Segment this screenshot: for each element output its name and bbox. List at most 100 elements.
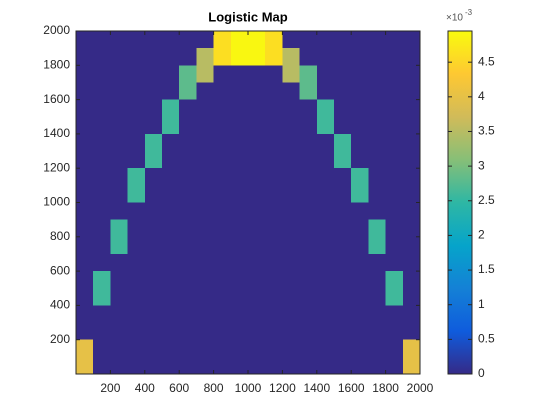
heatmap-cell (93, 253, 111, 272)
heatmap-cell (179, 236, 197, 255)
heatmap-cell (385, 168, 404, 186)
heatmap-cell (76, 219, 94, 238)
heatmap-cell (265, 116, 283, 135)
heatmap-cell (368, 271, 386, 289)
heatmap-cell (368, 219, 386, 238)
heatmap-cell (385, 219, 404, 238)
heatmap-cell (248, 48, 266, 66)
heatmap-cell (162, 151, 180, 169)
heatmap-cell (282, 116, 300, 135)
heatmap-cell (213, 339, 232, 358)
heatmap-cell (76, 271, 94, 289)
heatmap-cell (213, 168, 232, 186)
heatmap-cell (248, 31, 266, 49)
heatmap-cell (299, 65, 318, 83)
heatmap-cell (213, 151, 232, 169)
heatmap-cell (127, 339, 146, 358)
heatmap-cell (127, 305, 146, 323)
heatmap-cell (179, 133, 197, 152)
heatmap-cell (385, 288, 404, 306)
heatmap-cell (402, 356, 421, 375)
heatmap-cell (144, 219, 163, 238)
heatmap-cell (76, 356, 94, 375)
heatmap-cell (196, 31, 214, 49)
heatmap-cell (282, 305, 300, 323)
y-tick-label: 1400 (43, 126, 70, 140)
heatmap-cell (110, 151, 128, 169)
heatmap-cell (282, 82, 300, 100)
colorbar-tick-label: 0 (478, 366, 485, 380)
heatmap-cell (248, 339, 266, 358)
heatmap-cell (368, 31, 386, 49)
heatmap-cell (351, 116, 369, 135)
heatmap-cell (230, 133, 249, 152)
heatmap-cell (334, 65, 352, 83)
heatmap-cell (127, 219, 146, 238)
colorbar-tick-label: 3.5 (478, 124, 495, 138)
heatmap-cell (179, 288, 197, 306)
heatmap-cell (230, 168, 249, 186)
heatmap-cell (368, 133, 386, 152)
heatmap-cell (162, 99, 180, 118)
heatmap-cell (351, 99, 369, 118)
heatmap-cell (179, 356, 197, 375)
heatmap-cell (299, 271, 318, 289)
heatmap-cell (334, 48, 352, 66)
heatmap-cell (162, 253, 180, 272)
axes: 200 400 600 800 1000 1200 1400 1600 1800 2000 200 4… (43, 23, 433, 395)
heatmap-cell (127, 65, 146, 83)
heatmap-cell (230, 356, 249, 375)
heatmap-cell (230, 99, 249, 118)
heatmap-cell (93, 322, 111, 341)
heatmap-cell (385, 82, 404, 100)
heatmap-cell (93, 116, 111, 135)
heatmap-cell (162, 219, 180, 238)
heatmap-cell (196, 82, 214, 100)
heatmap-cell (162, 31, 180, 49)
heatmap-cell (385, 271, 404, 289)
heatmap-cell (213, 202, 232, 221)
heatmap-cell (316, 219, 335, 238)
heatmap-cell (76, 31, 94, 49)
heatmap-cell (144, 133, 163, 152)
heatmap-cell (299, 322, 318, 341)
heatmap-cell (196, 339, 214, 358)
x-tick-label: 200 (100, 381, 120, 395)
heatmap-cell (351, 339, 369, 358)
heatmap-cell (76, 116, 94, 135)
heatmap-cell (385, 48, 404, 66)
heatmap-cell (93, 151, 111, 169)
heatmap-cell (316, 253, 335, 272)
heatmap-cell (144, 151, 163, 169)
heatmap-cell (299, 305, 318, 323)
heatmap-cell (127, 185, 146, 203)
heatmap-cell (265, 168, 283, 186)
colorbar-tick-label: 2 (478, 228, 485, 242)
heatmap-cell (213, 305, 232, 323)
heatmap-cell (334, 168, 352, 186)
heatmap-cell (299, 288, 318, 306)
heatmap-cell (230, 288, 249, 306)
heatmap-cell (127, 48, 146, 66)
heatmap-cell (248, 133, 266, 152)
heatmap-cell (368, 305, 386, 323)
heatmap-cell (265, 271, 283, 289)
heatmap-cell (385, 133, 404, 152)
heatmap-cell (127, 202, 146, 221)
heatmap-cell (299, 48, 318, 66)
heatmap-cell (385, 65, 404, 83)
heatmap-cell (402, 305, 421, 323)
heatmap-cell (127, 236, 146, 255)
heatmap-cell (385, 116, 404, 135)
heatmap-cell (282, 219, 300, 238)
heatmap-cell (196, 65, 214, 83)
heatmap-cell (282, 99, 300, 118)
heatmap-cell (368, 322, 386, 341)
heatmap-cell (179, 151, 197, 169)
heatmap-cell (213, 82, 232, 100)
colorbar-tick-label: 1.5 (478, 262, 495, 276)
heatmap-cell (179, 116, 197, 135)
heatmap-cell (282, 322, 300, 341)
heatmap-cell (385, 151, 404, 169)
heatmap-cell (334, 116, 352, 135)
